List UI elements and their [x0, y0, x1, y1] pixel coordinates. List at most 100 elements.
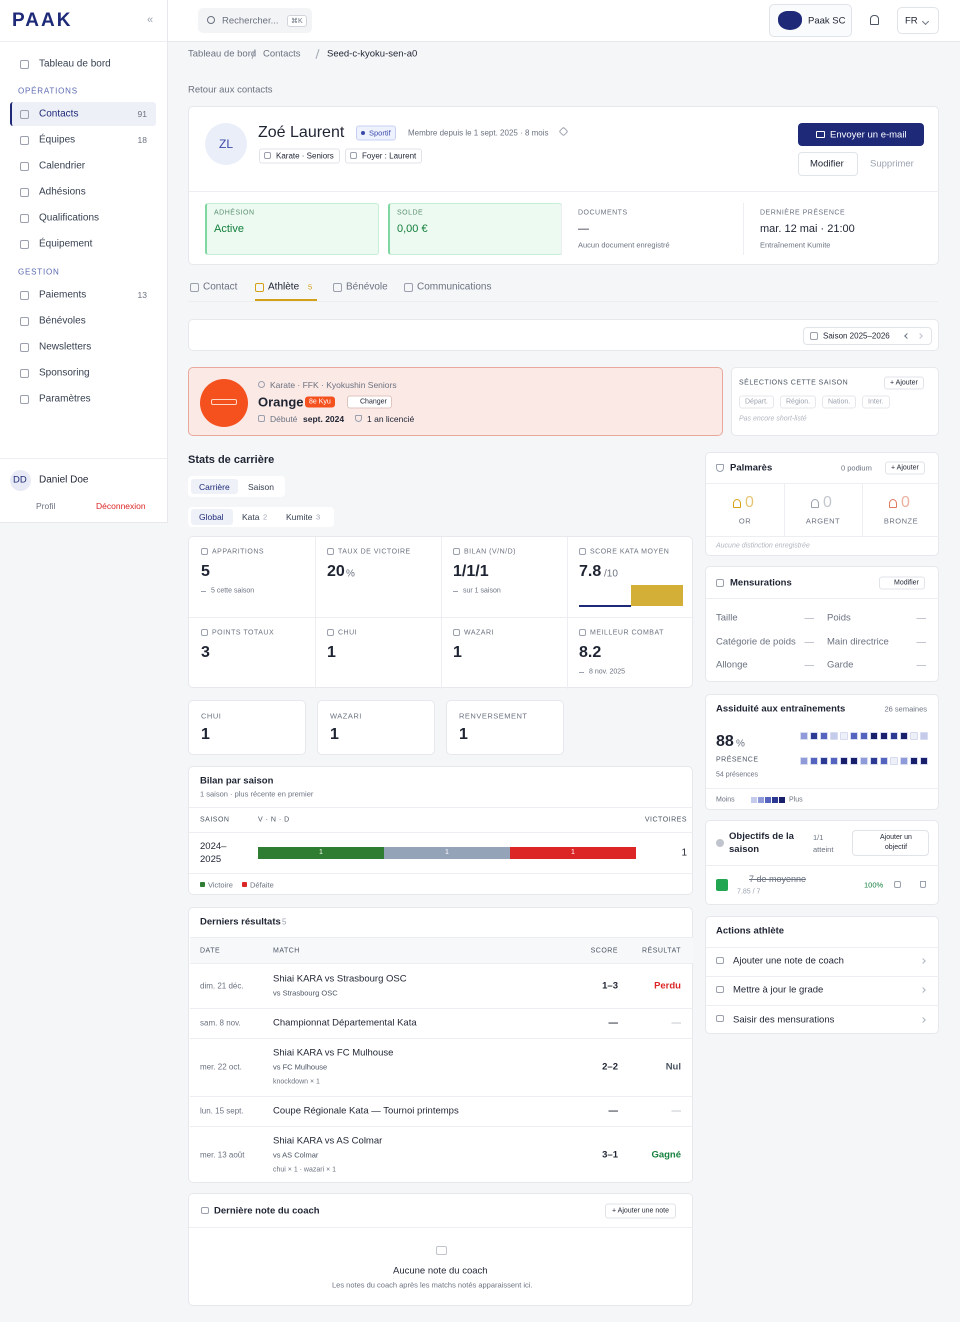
hr	[190, 1126, 693, 1127]
icon	[889, 498, 897, 508]
toggle-active	[191, 479, 238, 494]
filter[interactable]: Kata	[242, 512, 260, 522]
legend-cell	[772, 797, 778, 803]
icon	[920, 880, 926, 888]
week-cell	[820, 732, 828, 740]
nav-label: Newsletters	[39, 341, 92, 353]
tab[interactable]: Communications	[417, 281, 492, 293]
stat-label: CHUI	[338, 629, 358, 637]
nav-label: Qualifications	[39, 212, 100, 224]
icon	[20, 59, 29, 69]
icon	[258, 380, 265, 388]
mode[interactable]: Carrière	[199, 481, 230, 492]
hr	[706, 1005, 939, 1007]
icon	[333, 282, 342, 292]
score-label: CHUI	[201, 711, 222, 721]
card: APPARITIONS 5 5 cette saison TAUX DE VICTOI…	[188, 536, 694, 689]
level-chip: Région.	[780, 395, 817, 409]
add-button[interactable]: + Ajouter	[885, 461, 925, 475]
action-item[interactable]: Saisir des mensurations	[733, 1014, 835, 1026]
icon	[894, 880, 901, 888]
score-value: 1	[201, 726, 210, 743]
card: Palmarès 0 podium + Ajouter 0 OR 0 ARGENT 0 BRON…	[705, 452, 939, 556]
add-button[interactable]: + Ajouter	[884, 376, 924, 390]
delete-button[interactable]: Supprimer	[870, 158, 914, 170]
tab[interactable]: Bénévole	[346, 281, 388, 293]
match-name: Championnat Départemental Kata	[273, 1017, 417, 1029]
match-name: Shiai KARA vs Strasbourg OSC	[273, 973, 407, 985]
mode[interactable]: Saison	[248, 481, 274, 492]
email-button[interactable]	[798, 123, 924, 146]
btn[interactable]	[852, 830, 929, 856]
hr	[189, 191, 939, 192]
change-button[interactable]: Changer	[347, 395, 392, 409]
period: 26 semaines	[884, 704, 927, 714]
result-date: mer. 13 août	[200, 1150, 245, 1160]
card: Actions athlète Ajouter une note de coach…	[705, 916, 939, 1034]
nav-label: Adhésions	[39, 186, 86, 198]
palmares-note: Aucune distinction enregistrée	[716, 542, 810, 550]
breadcrumb-item[interactable]: Contacts	[263, 48, 301, 60]
kata-track	[579, 605, 631, 607]
match-result: Nul	[665, 1061, 681, 1073]
medal-count: 0	[901, 494, 910, 511]
legend-label: Victoire	[208, 880, 233, 890]
icon	[579, 628, 586, 636]
season-select[interactable]	[803, 327, 932, 345]
hr	[706, 483, 939, 484]
empty-title: Aucune note du coach	[393, 1265, 488, 1277]
profile-link[interactable]: Profil	[36, 501, 56, 511]
week-cell	[850, 732, 858, 740]
btn[interactable]	[798, 152, 858, 176]
match-name: Coupe Régionale Kata — Tournoi printemps	[273, 1105, 459, 1117]
club-name: Paak SC	[808, 15, 846, 26]
action-item[interactable]: Mettre à jour le grade	[733, 984, 824, 996]
collapse-button[interactable]: «	[147, 14, 154, 26]
breadcrumb-item: Seed-c-kyoku-sen-a0	[327, 48, 418, 60]
nav-item[interactable]	[10, 102, 156, 126]
nav-count: 18	[137, 135, 147, 145]
filter-count: 3	[316, 512, 321, 522]
tab[interactable]: Athlète	[268, 281, 300, 293]
week-cell	[820, 757, 828, 765]
legend-cell	[779, 797, 785, 803]
breadcrumb-item[interactable]: Tableau de bord	[188, 48, 257, 60]
add-note-button[interactable]: + Ajouter une note	[605, 1203, 677, 1219]
empty-hint: Les notes du coach après les matchs noté…	[332, 1280, 533, 1290]
icon	[20, 213, 29, 223]
filter[interactable]: Kumite	[286, 512, 313, 522]
logout-link[interactable]: Déconnexion	[96, 501, 146, 511]
level-chip: Départ.	[739, 395, 774, 409]
topbar: Rechercher... ⌘K Paak SC FR	[168, 0, 960, 42]
week-cell	[900, 732, 908, 740]
hr	[190, 1038, 693, 1039]
summary-cell	[388, 203, 562, 255]
hr	[0, 458, 167, 459]
medal-label: OR	[738, 516, 752, 526]
icon	[579, 547, 586, 555]
measure-value: —	[804, 612, 815, 624]
back-link[interactable]: Retour aux contacts	[188, 84, 273, 96]
nav-label: Équipement	[39, 238, 93, 250]
card: CHUI 1	[188, 700, 306, 755]
action-item[interactable]: Ajouter une note de coach	[733, 955, 844, 967]
season-segment: 1	[384, 847, 510, 859]
nav-item[interactable]	[10, 128, 156, 152]
stat-note: 8 nov. 2025	[589, 668, 626, 676]
legend-swatch	[242, 882, 247, 887]
filter[interactable]: Global	[199, 512, 224, 522]
section-title: Stats de carrière	[188, 454, 275, 466]
legend-more: Plus	[789, 796, 803, 804]
tab-count: 5	[308, 282, 313, 292]
lang-select[interactable]	[897, 7, 939, 34]
selections-note: Pas encore short-listé	[739, 415, 807, 423]
icon	[733, 498, 741, 508]
icon	[20, 316, 29, 326]
edit-button[interactable]: Modifier	[879, 576, 925, 590]
icon	[404, 282, 413, 292]
tab[interactable]: Contact	[203, 281, 238, 293]
icon	[190, 282, 199, 292]
bell[interactable]	[870, 15, 879, 25]
tab-underline	[255, 299, 317, 301]
measure-value: —	[804, 636, 815, 647]
